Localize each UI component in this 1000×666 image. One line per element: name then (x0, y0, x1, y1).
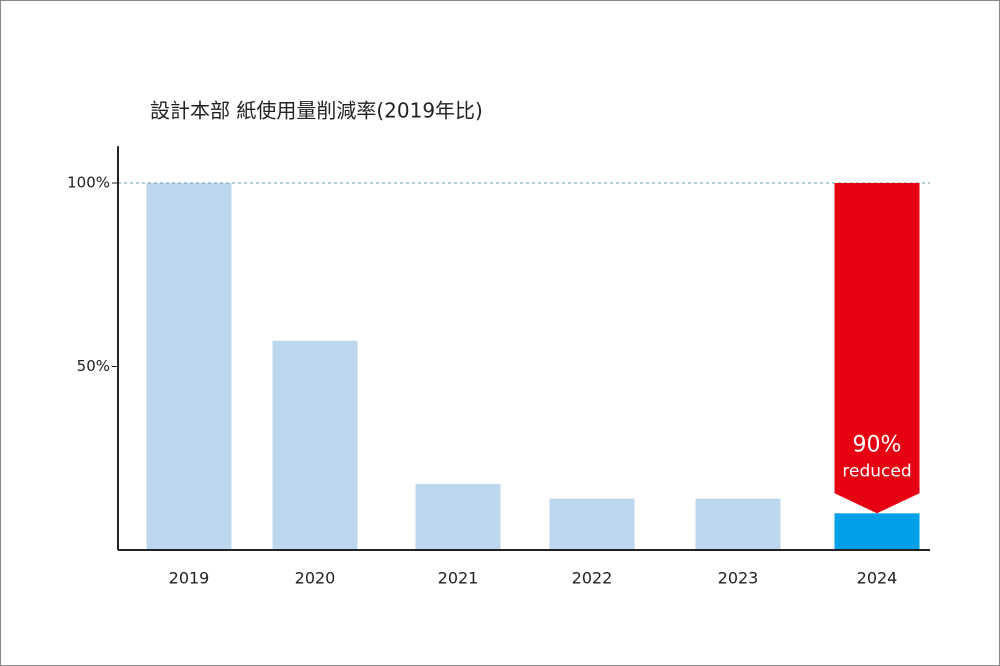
bar (834, 513, 920, 550)
x-tick-label: 2024 (857, 569, 898, 588)
bar (549, 498, 635, 550)
reduction-arrow (834, 183, 920, 514)
x-tick-label: 2019 (169, 569, 210, 588)
bar (272, 340, 358, 550)
bar (146, 183, 232, 550)
annotation-amount: 90% (853, 432, 902, 457)
bar (415, 483, 501, 550)
x-tick-label: 2022 (572, 569, 613, 588)
y-tick-label: 50% (77, 357, 110, 375)
annotation-label: reduced (842, 461, 911, 481)
y-tick-label: 100% (67, 174, 110, 192)
x-tick-label: 2020 (295, 569, 336, 588)
bar (695, 498, 781, 550)
x-tick-label: 2023 (718, 569, 759, 588)
chart-title: 設計本部 紙使用量削減率(2019年比) (150, 99, 483, 123)
x-tick-label: 2021 (438, 569, 479, 588)
